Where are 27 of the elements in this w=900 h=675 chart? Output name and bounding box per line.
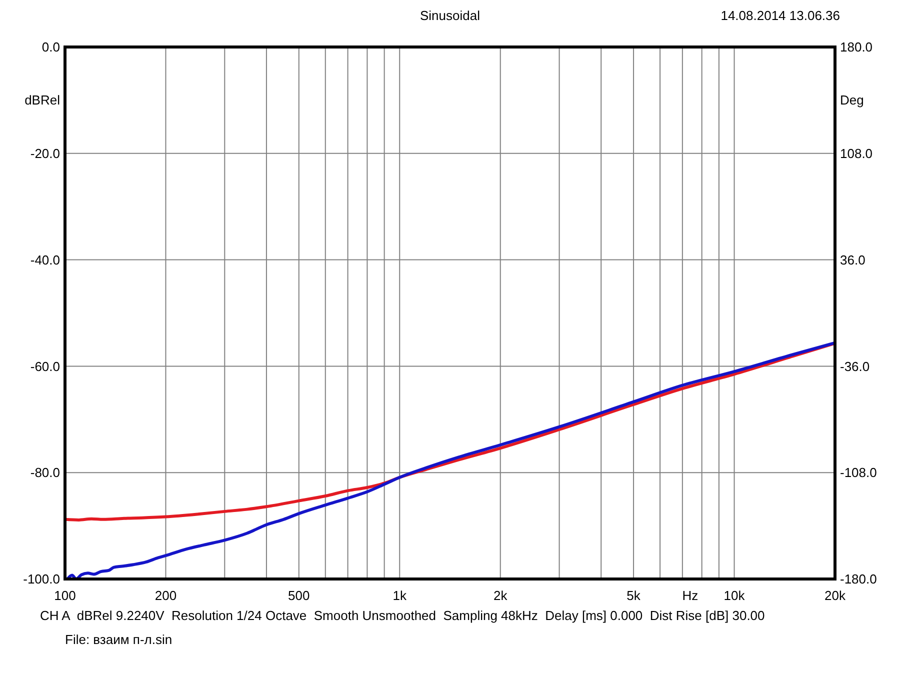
chart-title: Sinusoidal (420, 8, 480, 23)
y-tick-label: -60.0 (30, 358, 60, 374)
y-tick-label: -80.0 (30, 465, 60, 480)
x-tick-label: 5k (626, 588, 641, 603)
y2-tick-label: 108.0 (840, 146, 873, 161)
text: 14.08.2014 13.06.36 (720, 8, 840, 23)
x-tick-label: 20k (824, 588, 846, 603)
x-tick-label: 10k (724, 588, 746, 603)
x-tick-label: 200 (154, 588, 177, 603)
x-axis-title: Hz (682, 588, 698, 603)
y-tick-label: -100.0 (23, 572, 60, 587)
y2-tick-label: -108.0 (840, 465, 877, 480)
x-tick-label: 2k (494, 588, 508, 603)
y-tick-label: -40.0 (30, 252, 60, 268)
y2-tick-label: 180.0 (840, 40, 873, 55)
y-axis-title: dBRel (24, 92, 60, 108)
y2-tick-label: -36.0 (840, 358, 870, 374)
x-tick-label: 100 (54, 588, 76, 603)
x-tick-label: 1k (392, 588, 407, 603)
y2-tick-label: 36.0 (840, 252, 866, 268)
text: CH A dBRel 9.2240V Resolution 1/24 Octave Smooth Unsmoothed Sampling 48kHz Delay [ms] 0.000 Dist Rise [dB] 30.00 (40, 608, 765, 623)
x-tick-label: 500 (288, 588, 310, 603)
y2-axis-title: Deg (840, 92, 864, 108)
text: File: взаим п-л.sin (65, 632, 172, 647)
y2-tick-label: -180.0 (840, 572, 877, 587)
y-tick-label: -20.0 (30, 146, 60, 161)
y-tick-label: 0.0 (42, 40, 60, 55)
